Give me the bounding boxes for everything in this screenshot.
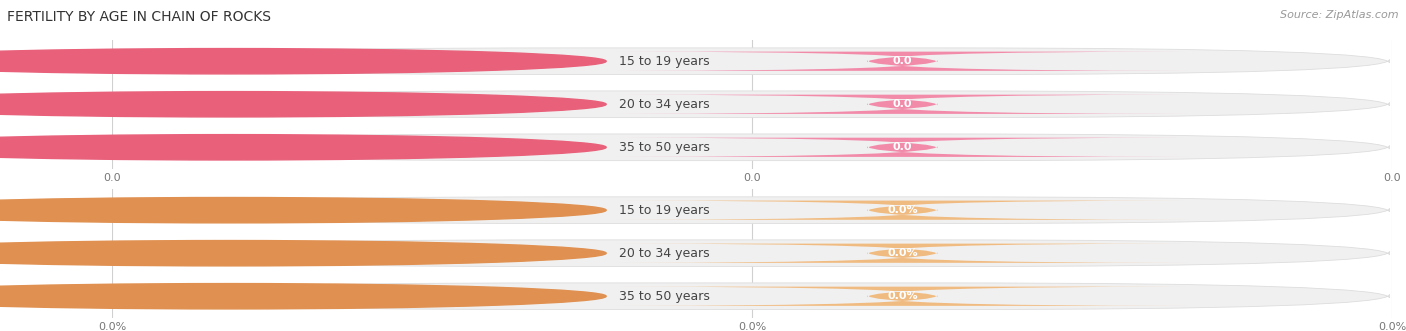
FancyBboxPatch shape (115, 48, 1389, 74)
Text: 0.0: 0.0 (893, 56, 912, 66)
Text: 15 to 19 years: 15 to 19 years (619, 55, 710, 68)
FancyBboxPatch shape (617, 287, 1187, 306)
Circle shape (0, 49, 606, 74)
Text: 0.0%: 0.0% (887, 205, 918, 215)
Text: FERTILITY BY AGE IN CHAIN OF ROCKS: FERTILITY BY AGE IN CHAIN OF ROCKS (7, 10, 271, 24)
Circle shape (0, 92, 606, 117)
FancyBboxPatch shape (115, 240, 1389, 266)
Text: 0.0%: 0.0% (887, 248, 918, 258)
FancyBboxPatch shape (115, 197, 1389, 223)
Text: 20 to 34 years: 20 to 34 years (619, 98, 710, 111)
Text: 15 to 19 years: 15 to 19 years (619, 204, 710, 217)
FancyBboxPatch shape (617, 201, 1187, 220)
Text: 0.0%: 0.0% (887, 291, 918, 301)
Text: Source: ZipAtlas.com: Source: ZipAtlas.com (1281, 10, 1399, 20)
FancyBboxPatch shape (115, 91, 1389, 118)
FancyBboxPatch shape (617, 52, 1187, 71)
FancyBboxPatch shape (115, 283, 1389, 309)
FancyBboxPatch shape (617, 95, 1187, 114)
Circle shape (0, 241, 606, 266)
Text: 20 to 34 years: 20 to 34 years (619, 247, 710, 260)
FancyBboxPatch shape (617, 244, 1187, 263)
Text: 0.0: 0.0 (893, 99, 912, 109)
Circle shape (0, 198, 606, 223)
FancyBboxPatch shape (115, 134, 1389, 161)
FancyBboxPatch shape (617, 138, 1187, 157)
Circle shape (0, 284, 606, 309)
Text: 35 to 50 years: 35 to 50 years (619, 290, 710, 303)
Text: 35 to 50 years: 35 to 50 years (619, 141, 710, 154)
Circle shape (0, 135, 606, 160)
Text: 0.0: 0.0 (893, 142, 912, 152)
